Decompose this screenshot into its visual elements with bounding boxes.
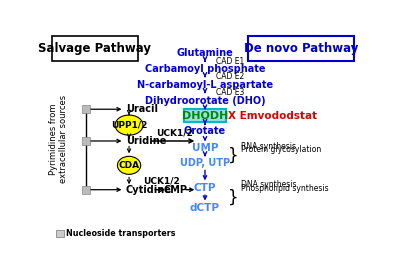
Text: DNA synthesis: DNA synthesis: [241, 180, 296, 189]
FancyBboxPatch shape: [248, 36, 354, 60]
Text: CDA: CDA: [118, 161, 140, 170]
Text: Orotate: Orotate: [184, 126, 226, 136]
Text: CAD E1: CAD E1: [216, 57, 244, 66]
Text: UCK1/2: UCK1/2: [143, 177, 180, 186]
Text: UCK1/2: UCK1/2: [156, 128, 193, 137]
FancyBboxPatch shape: [52, 36, 138, 60]
Text: CMP: CMP: [164, 185, 188, 195]
Text: UDP, UTP: UDP, UTP: [180, 158, 230, 168]
Ellipse shape: [118, 156, 141, 174]
Text: UPP1/2: UPP1/2: [111, 121, 147, 130]
Text: Protein glycosylation: Protein glycosylation: [241, 145, 321, 154]
Text: dCTP: dCTP: [190, 203, 220, 213]
Text: Cytidine: Cytidine: [126, 185, 172, 195]
Text: Pyrimidines from
extracellular sources: Pyrimidines from extracellular sources: [49, 95, 68, 183]
Text: }: }: [228, 147, 239, 165]
Text: DHODH: DHODH: [182, 111, 228, 120]
Text: De novo Pathway: De novo Pathway: [244, 42, 358, 55]
Text: UMP: UMP: [192, 143, 218, 153]
Text: Carbamoyl phosphate: Carbamoyl phosphate: [145, 64, 265, 74]
Text: Nucleoside transporters: Nucleoside transporters: [66, 229, 176, 238]
Text: Uridine: Uridine: [126, 136, 166, 146]
Text: Glutamine: Glutamine: [177, 48, 233, 58]
Text: Phospholipid synthesis: Phospholipid synthesis: [241, 184, 328, 193]
Text: Uracil: Uracil: [126, 104, 158, 114]
FancyBboxPatch shape: [184, 109, 226, 122]
Text: }: }: [228, 189, 239, 207]
Text: CAD E2: CAD E2: [216, 72, 244, 81]
Ellipse shape: [115, 115, 143, 135]
Text: X Emvododstat: X Emvododstat: [228, 111, 317, 120]
Text: RNA synthesis: RNA synthesis: [241, 142, 296, 151]
FancyBboxPatch shape: [56, 230, 64, 237]
Text: N-carbamoyl-L aspartate: N-carbamoyl-L aspartate: [137, 80, 273, 90]
Text: CTP: CTP: [194, 183, 216, 192]
Text: Salvage Pathway: Salvage Pathway: [38, 42, 152, 55]
Text: Dihydroorotate (DHO): Dihydroorotate (DHO): [145, 96, 265, 106]
Text: CAD E3: CAD E3: [216, 88, 244, 97]
